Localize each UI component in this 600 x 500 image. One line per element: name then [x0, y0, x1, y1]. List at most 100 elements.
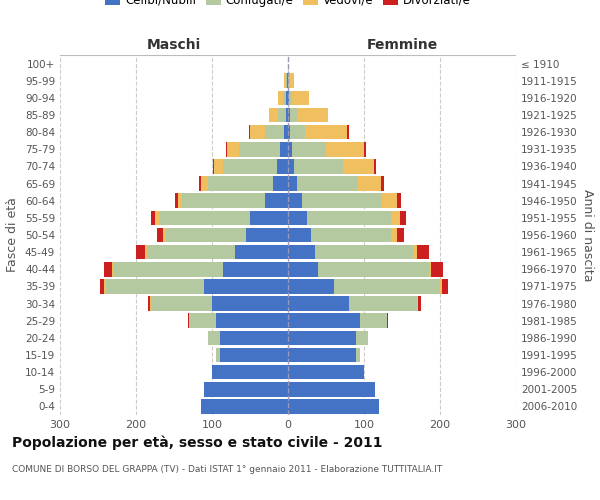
Bar [220, 330, 288, 345]
Bar [214, 159, 223, 174]
Bar [265, 125, 284, 140]
Bar [100, 279, 104, 293]
Bar [288, 176, 297, 191]
Bar [284, 74, 286, 88]
Bar [273, 176, 288, 191]
Bar [288, 125, 290, 140]
Bar [148, 245, 235, 260]
Bar [360, 314, 387, 328]
Bar [391, 228, 397, 242]
Bar [283, 90, 286, 105]
Bar [148, 296, 151, 311]
Bar [189, 314, 216, 328]
Bar [289, 90, 292, 105]
Bar [200, 176, 208, 191]
Bar [288, 296, 349, 311]
Bar [288, 210, 307, 225]
Bar [151, 296, 212, 311]
Bar [294, 159, 343, 174]
Bar [216, 314, 288, 328]
Bar [288, 245, 314, 260]
Bar [220, 348, 288, 362]
Legend: Celibi/Nubili, Coniugati/e, Vedovi/e, Divorziati/e: Celibi/Nubili, Coniugati/e, Vedovi/e, Di… [100, 0, 476, 12]
Bar [249, 125, 250, 140]
Bar [145, 245, 148, 260]
Bar [358, 176, 381, 191]
Bar [292, 90, 308, 105]
Bar [314, 245, 413, 260]
Bar [288, 348, 356, 362]
Bar [208, 330, 220, 345]
Bar [205, 382, 288, 396]
Bar [286, 108, 288, 122]
Bar [239, 142, 280, 156]
Bar [431, 262, 443, 276]
Y-axis label: Anni di nascita: Anni di nascita [581, 188, 594, 281]
Bar [288, 314, 360, 328]
Bar [387, 314, 388, 328]
Bar [418, 296, 421, 311]
Bar [343, 159, 374, 174]
Bar [305, 125, 347, 140]
Bar [382, 194, 397, 208]
Bar [288, 365, 364, 380]
Bar [288, 90, 289, 105]
Bar [288, 262, 319, 276]
Bar [212, 365, 288, 380]
Bar [326, 142, 364, 156]
Bar [417, 296, 418, 311]
Bar [188, 314, 189, 328]
Bar [182, 194, 265, 208]
Bar [290, 108, 297, 122]
Bar [288, 142, 292, 156]
Bar [381, 176, 384, 191]
Bar [226, 142, 227, 156]
Bar [216, 348, 220, 362]
Bar [288, 74, 290, 88]
Bar [391, 210, 400, 225]
Bar [278, 108, 286, 122]
Bar [349, 296, 417, 311]
Bar [413, 245, 417, 260]
Bar [250, 210, 288, 225]
Bar [199, 176, 200, 191]
Bar [334, 279, 440, 293]
Bar [288, 382, 376, 396]
Bar [302, 194, 382, 208]
Bar [212, 296, 288, 311]
Bar [155, 210, 159, 225]
Bar [227, 142, 239, 156]
Bar [290, 74, 294, 88]
Bar [223, 159, 277, 174]
Bar [374, 159, 376, 174]
Bar [213, 159, 214, 174]
Bar [136, 245, 145, 260]
Bar [178, 194, 182, 208]
Bar [297, 176, 358, 191]
Bar [440, 279, 442, 293]
Bar [442, 279, 448, 293]
Y-axis label: Fasce di età: Fasce di età [7, 198, 19, 272]
Bar [166, 228, 246, 242]
Bar [205, 279, 288, 293]
Bar [175, 194, 178, 208]
Bar [286, 90, 288, 105]
Bar [288, 399, 379, 413]
Bar [112, 262, 113, 276]
Bar [200, 399, 288, 413]
Bar [319, 262, 428, 276]
Bar [347, 125, 349, 140]
Bar [113, 262, 223, 276]
Bar [223, 262, 288, 276]
Bar [400, 210, 406, 225]
Text: Femmine: Femmine [367, 38, 437, 52]
Bar [250, 125, 265, 140]
Bar [284, 125, 288, 140]
Bar [159, 210, 250, 225]
Bar [356, 348, 360, 362]
Bar [286, 74, 287, 88]
Bar [290, 125, 305, 140]
Bar [104, 262, 112, 276]
Bar [288, 159, 294, 174]
Bar [288, 330, 356, 345]
